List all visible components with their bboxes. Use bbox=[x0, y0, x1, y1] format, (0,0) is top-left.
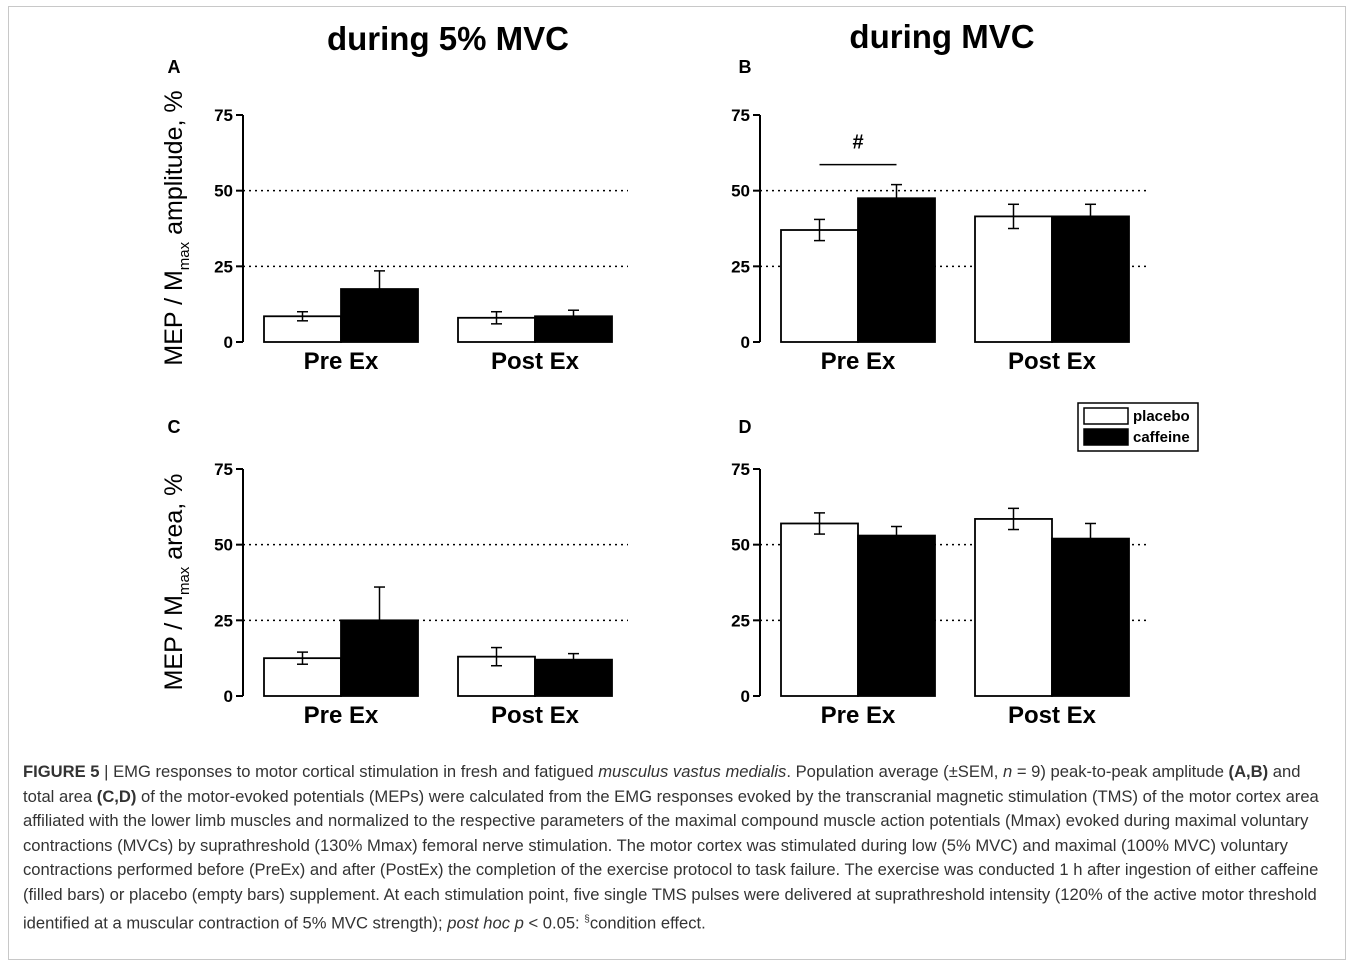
legend-label-placebo: placebo bbox=[1133, 408, 1190, 425]
x-tick-label: Pre Ex bbox=[821, 348, 896, 375]
y-tick-label: 75 bbox=[731, 460, 750, 479]
panel-letter: C bbox=[168, 417, 181, 437]
legend-swatch-placebo bbox=[1083, 407, 1129, 425]
caption-b1: (A,B) bbox=[1228, 762, 1269, 781]
y-tick-label: 75 bbox=[214, 106, 233, 125]
bar-caffeine bbox=[534, 315, 613, 343]
caption-sup: § bbox=[584, 913, 590, 925]
column-title-right: during MVC bbox=[849, 18, 1034, 55]
y-title-amplitude: MEP / Mmax amplitude, % bbox=[160, 90, 193, 365]
caption-i3: post hoc p bbox=[447, 913, 524, 933]
panel-letter: A bbox=[168, 57, 181, 77]
x-tick-label: Post Ex bbox=[1008, 702, 1097, 729]
caption-t7: condition effect. bbox=[589, 913, 706, 933]
bar-caffeine bbox=[340, 619, 419, 697]
caption-t3: = 9) peak-to-peak amplitude bbox=[1012, 762, 1229, 781]
y-tick-label: 25 bbox=[214, 257, 233, 276]
bar-caffeine bbox=[857, 197, 936, 343]
x-tick-label: Pre Ex bbox=[304, 348, 379, 375]
y-tick-label: 0 bbox=[741, 687, 750, 706]
bar-caffeine bbox=[340, 288, 419, 343]
y-tick-label: 50 bbox=[731, 182, 750, 201]
legend-swatch-caffeine bbox=[1083, 428, 1129, 446]
y-tick-label: 75 bbox=[731, 106, 750, 125]
caption-i1: musculus vastus medialis bbox=[598, 762, 787, 781]
caption-i2: n bbox=[1003, 762, 1013, 781]
y-tick-label: 50 bbox=[214, 536, 233, 555]
figure-caption: FIGURE 5 | EMG responses to motor cortic… bbox=[23, 760, 1335, 936]
y-tick-label: 0 bbox=[224, 333, 233, 352]
panels: A Pre Ex Post Ex 0 25 50 75 B Pre Ex Post Ex 0 25 50… bbox=[168, 57, 1146, 729]
x-tick-label: Pre Ex bbox=[304, 702, 379, 729]
caption-t6: < 0.05: bbox=[523, 913, 585, 933]
chart-panel-b: B Pre Ex Post Ex 0 25 50 75 # bbox=[731, 57, 1146, 375]
x-tick-label: Post Ex bbox=[491, 348, 580, 375]
chart-panel-a: A Pre Ex Post Ex 0 25 50 75 bbox=[168, 57, 628, 375]
caption-b2: (C,D) bbox=[96, 786, 137, 806]
panel-letter: D bbox=[739, 417, 752, 437]
bar-placebo bbox=[974, 518, 1053, 697]
chart-panel-c: C Pre Ex Post Ex 0 25 50 75 bbox=[168, 417, 628, 729]
caption-t5: of the motor-evoked potentials (MEPs) we… bbox=[23, 786, 1319, 933]
caption-sep: | bbox=[99, 762, 114, 781]
panel-letter: B bbox=[739, 57, 752, 77]
y-tick-label: 25 bbox=[731, 611, 750, 630]
y-tick-label: 50 bbox=[731, 536, 750, 555]
y-tick-label: 25 bbox=[214, 611, 233, 630]
y-title-area: MEP / Mmax area, % bbox=[160, 474, 193, 691]
bar-caffeine bbox=[857, 534, 936, 697]
x-tick-label: Post Ex bbox=[491, 702, 580, 729]
x-tick-label: Pre Ex bbox=[821, 702, 896, 729]
column-title-left: during 5% MVC bbox=[327, 20, 569, 57]
x-tick-label: Post Ex bbox=[1008, 348, 1097, 375]
caption-t2: . Population average (±SEM, bbox=[786, 762, 1003, 781]
bar-caffeine bbox=[534, 658, 613, 697]
y-tick-label: 0 bbox=[741, 333, 750, 352]
bar-placebo bbox=[780, 229, 859, 343]
significance-mark: # bbox=[852, 132, 863, 154]
bar-placebo bbox=[780, 522, 859, 697]
y-tick-label: 50 bbox=[214, 182, 233, 201]
bar-placebo bbox=[974, 215, 1053, 343]
caption-t4: and total area bbox=[23, 762, 1301, 806]
caption-label: FIGURE 5 bbox=[23, 762, 100, 781]
y-tick-label: 75 bbox=[214, 460, 233, 479]
legend: placebo caffeine bbox=[1077, 402, 1199, 452]
bar-caffeine bbox=[1051, 215, 1130, 343]
y-tick-label: 0 bbox=[224, 687, 233, 706]
legend-label-caffeine: caffeine bbox=[1133, 429, 1190, 446]
bar-caffeine bbox=[1051, 537, 1130, 697]
y-tick-label: 25 bbox=[731, 257, 750, 276]
chart-panel-d: D Pre Ex Post Ex 0 25 50 75 bbox=[731, 417, 1146, 729]
caption-t1: EMG responses to motor cortical stimulat… bbox=[113, 762, 599, 781]
